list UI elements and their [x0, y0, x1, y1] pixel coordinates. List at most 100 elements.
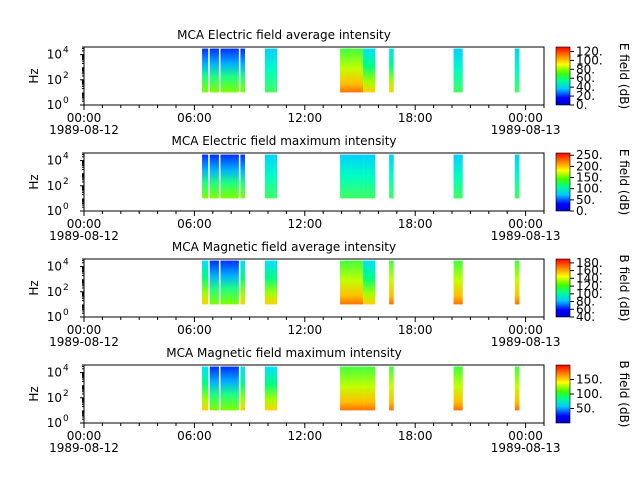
colorbar-tick-label: 100. — [576, 53, 603, 67]
y-axis-label: Hz — [27, 174, 41, 189]
colorbar-tick-label: 0. — [576, 204, 587, 218]
colorbar-label: B field (dB) — [617, 255, 631, 322]
axes-frame — [83, 364, 545, 424]
x-tick-label: 00:00 — [67, 111, 102, 125]
y-tick-exponent: 2 — [63, 177, 69, 187]
spectrogram-block — [340, 154, 364, 199]
colorbar-label: E field (dB) — [617, 43, 631, 109]
y-tick-label: 10 — [47, 416, 62, 430]
y-tick-exponent: 0 — [63, 96, 69, 106]
x-tick-label: 18:00 — [398, 111, 433, 125]
x-tick-label: 12:00 — [288, 111, 323, 125]
x-tick-label: 12:00 — [288, 323, 323, 337]
spectrogram-block — [240, 366, 245, 411]
spectrogram-block — [240, 48, 245, 93]
colorbar-tick-label: 140. — [576, 271, 603, 285]
colorbar-tick-label: 40. — [576, 310, 595, 324]
spectrogram-block — [453, 48, 463, 93]
x-tick-label: 00:00 — [67, 323, 102, 337]
spectrogram-block — [240, 154, 245, 199]
x-tick-label: 00:00 — [508, 323, 543, 337]
y-axis-label: Hz — [27, 280, 41, 295]
y-tick-label: 10 — [47, 391, 62, 405]
colorbar-tick-label: 120. — [576, 44, 603, 58]
y-tick-exponent: 0 — [63, 414, 69, 424]
spectrogram-block — [264, 154, 275, 199]
y-tick-exponent: 0 — [63, 202, 69, 212]
y-tick-label: 10 — [47, 310, 62, 324]
y-tick-exponent: 2 — [63, 283, 69, 293]
x-tick-label: 18:00 — [398, 217, 433, 231]
spectrogram-block — [209, 48, 219, 93]
colorbar-tick-label: 80. — [576, 295, 595, 309]
spectrogram-block — [514, 48, 520, 93]
axes-frame — [83, 152, 545, 212]
spectrogram-block — [363, 260, 376, 305]
colorbar-tick-label: 200. — [576, 159, 603, 173]
y-tick-label: 10 — [47, 366, 62, 380]
colorbar — [555, 258, 571, 318]
x-tick-date: 1989-08-12 — [49, 229, 119, 243]
x-tick-date: 1989-08-13 — [491, 441, 561, 455]
spectrogram-block — [274, 154, 278, 199]
spectrogram-block — [220, 154, 239, 199]
spectrogram-block — [264, 260, 275, 305]
spectrogram-block — [202, 48, 209, 93]
x-tick-label: 00:00 — [508, 111, 543, 125]
colorbar-tick-label: 100. — [576, 182, 603, 196]
spectrogram-block — [274, 48, 278, 93]
colorbar-tick-label: 100. — [576, 387, 603, 401]
y-tick-label: 10 — [47, 48, 62, 62]
spectrogram-block — [340, 260, 364, 305]
spectrogram-block — [202, 260, 209, 305]
spectrogram-block — [389, 260, 394, 305]
panel-title: MCA Magnetic field maximum intensity — [166, 346, 402, 360]
colorbar-tick-label: 60. — [576, 302, 595, 316]
spectrogram-block — [340, 366, 364, 411]
spectrogram-block — [363, 154, 376, 199]
spectrogram-block — [363, 366, 376, 411]
x-tick-label: 00:00 — [508, 429, 543, 443]
y-tick-exponent: 2 — [63, 389, 69, 399]
colorbar-tick-label: 40. — [576, 80, 595, 94]
x-tick-label: 06:00 — [177, 429, 212, 443]
panel-title: MCA Electric field maximum intensity — [171, 134, 396, 148]
x-tick-label: 12:00 — [288, 429, 323, 443]
x-tick-label: 00:00 — [508, 217, 543, 231]
colorbar-label: E field (dB) — [617, 149, 631, 215]
x-tick-label: 00:00 — [67, 217, 102, 231]
panel-title: MCA Magnetic field average intensity — [172, 240, 396, 254]
colorbar-tick-label: 250. — [576, 148, 603, 162]
x-tick-date: 1989-08-12 — [49, 335, 119, 349]
x-tick-date: 1989-08-12 — [49, 441, 119, 455]
x-tick-label: 06:00 — [177, 111, 212, 125]
spectrogram-block — [264, 48, 275, 93]
x-tick-label: 18:00 — [398, 323, 433, 337]
axes-frame — [83, 46, 545, 106]
y-tick-exponent: 2 — [63, 71, 69, 81]
spectrogram-block — [363, 48, 376, 93]
panel-2: MCA Electric field maximum intensity 10 0 1… — [27, 134, 631, 243]
spectrogram-block — [209, 366, 219, 411]
x-tick-date: 1989-08-12 — [49, 123, 119, 137]
spectrogram-block — [340, 48, 364, 93]
x-tick-label: 06:00 — [177, 323, 212, 337]
colorbar-tick-label: 180. — [576, 256, 603, 270]
y-tick-label: 10 — [47, 179, 62, 193]
y-tick-label: 10 — [47, 98, 62, 112]
x-tick-label: 18:00 — [398, 429, 433, 443]
spectrogram-block — [453, 260, 463, 305]
x-tick-label: 06:00 — [177, 217, 212, 231]
x-tick-date: 1989-08-13 — [491, 335, 561, 349]
y-tick-exponent: 4 — [63, 364, 69, 374]
y-axis-label: Hz — [27, 68, 41, 83]
y-tick-exponent: 4 — [63, 46, 69, 56]
axes-frame — [83, 258, 545, 318]
y-tick-label: 10 — [47, 285, 62, 299]
y-axis-label: Hz — [27, 386, 41, 401]
spectrogram-block — [202, 154, 209, 199]
colorbar-tick-label: 100. — [576, 287, 603, 301]
